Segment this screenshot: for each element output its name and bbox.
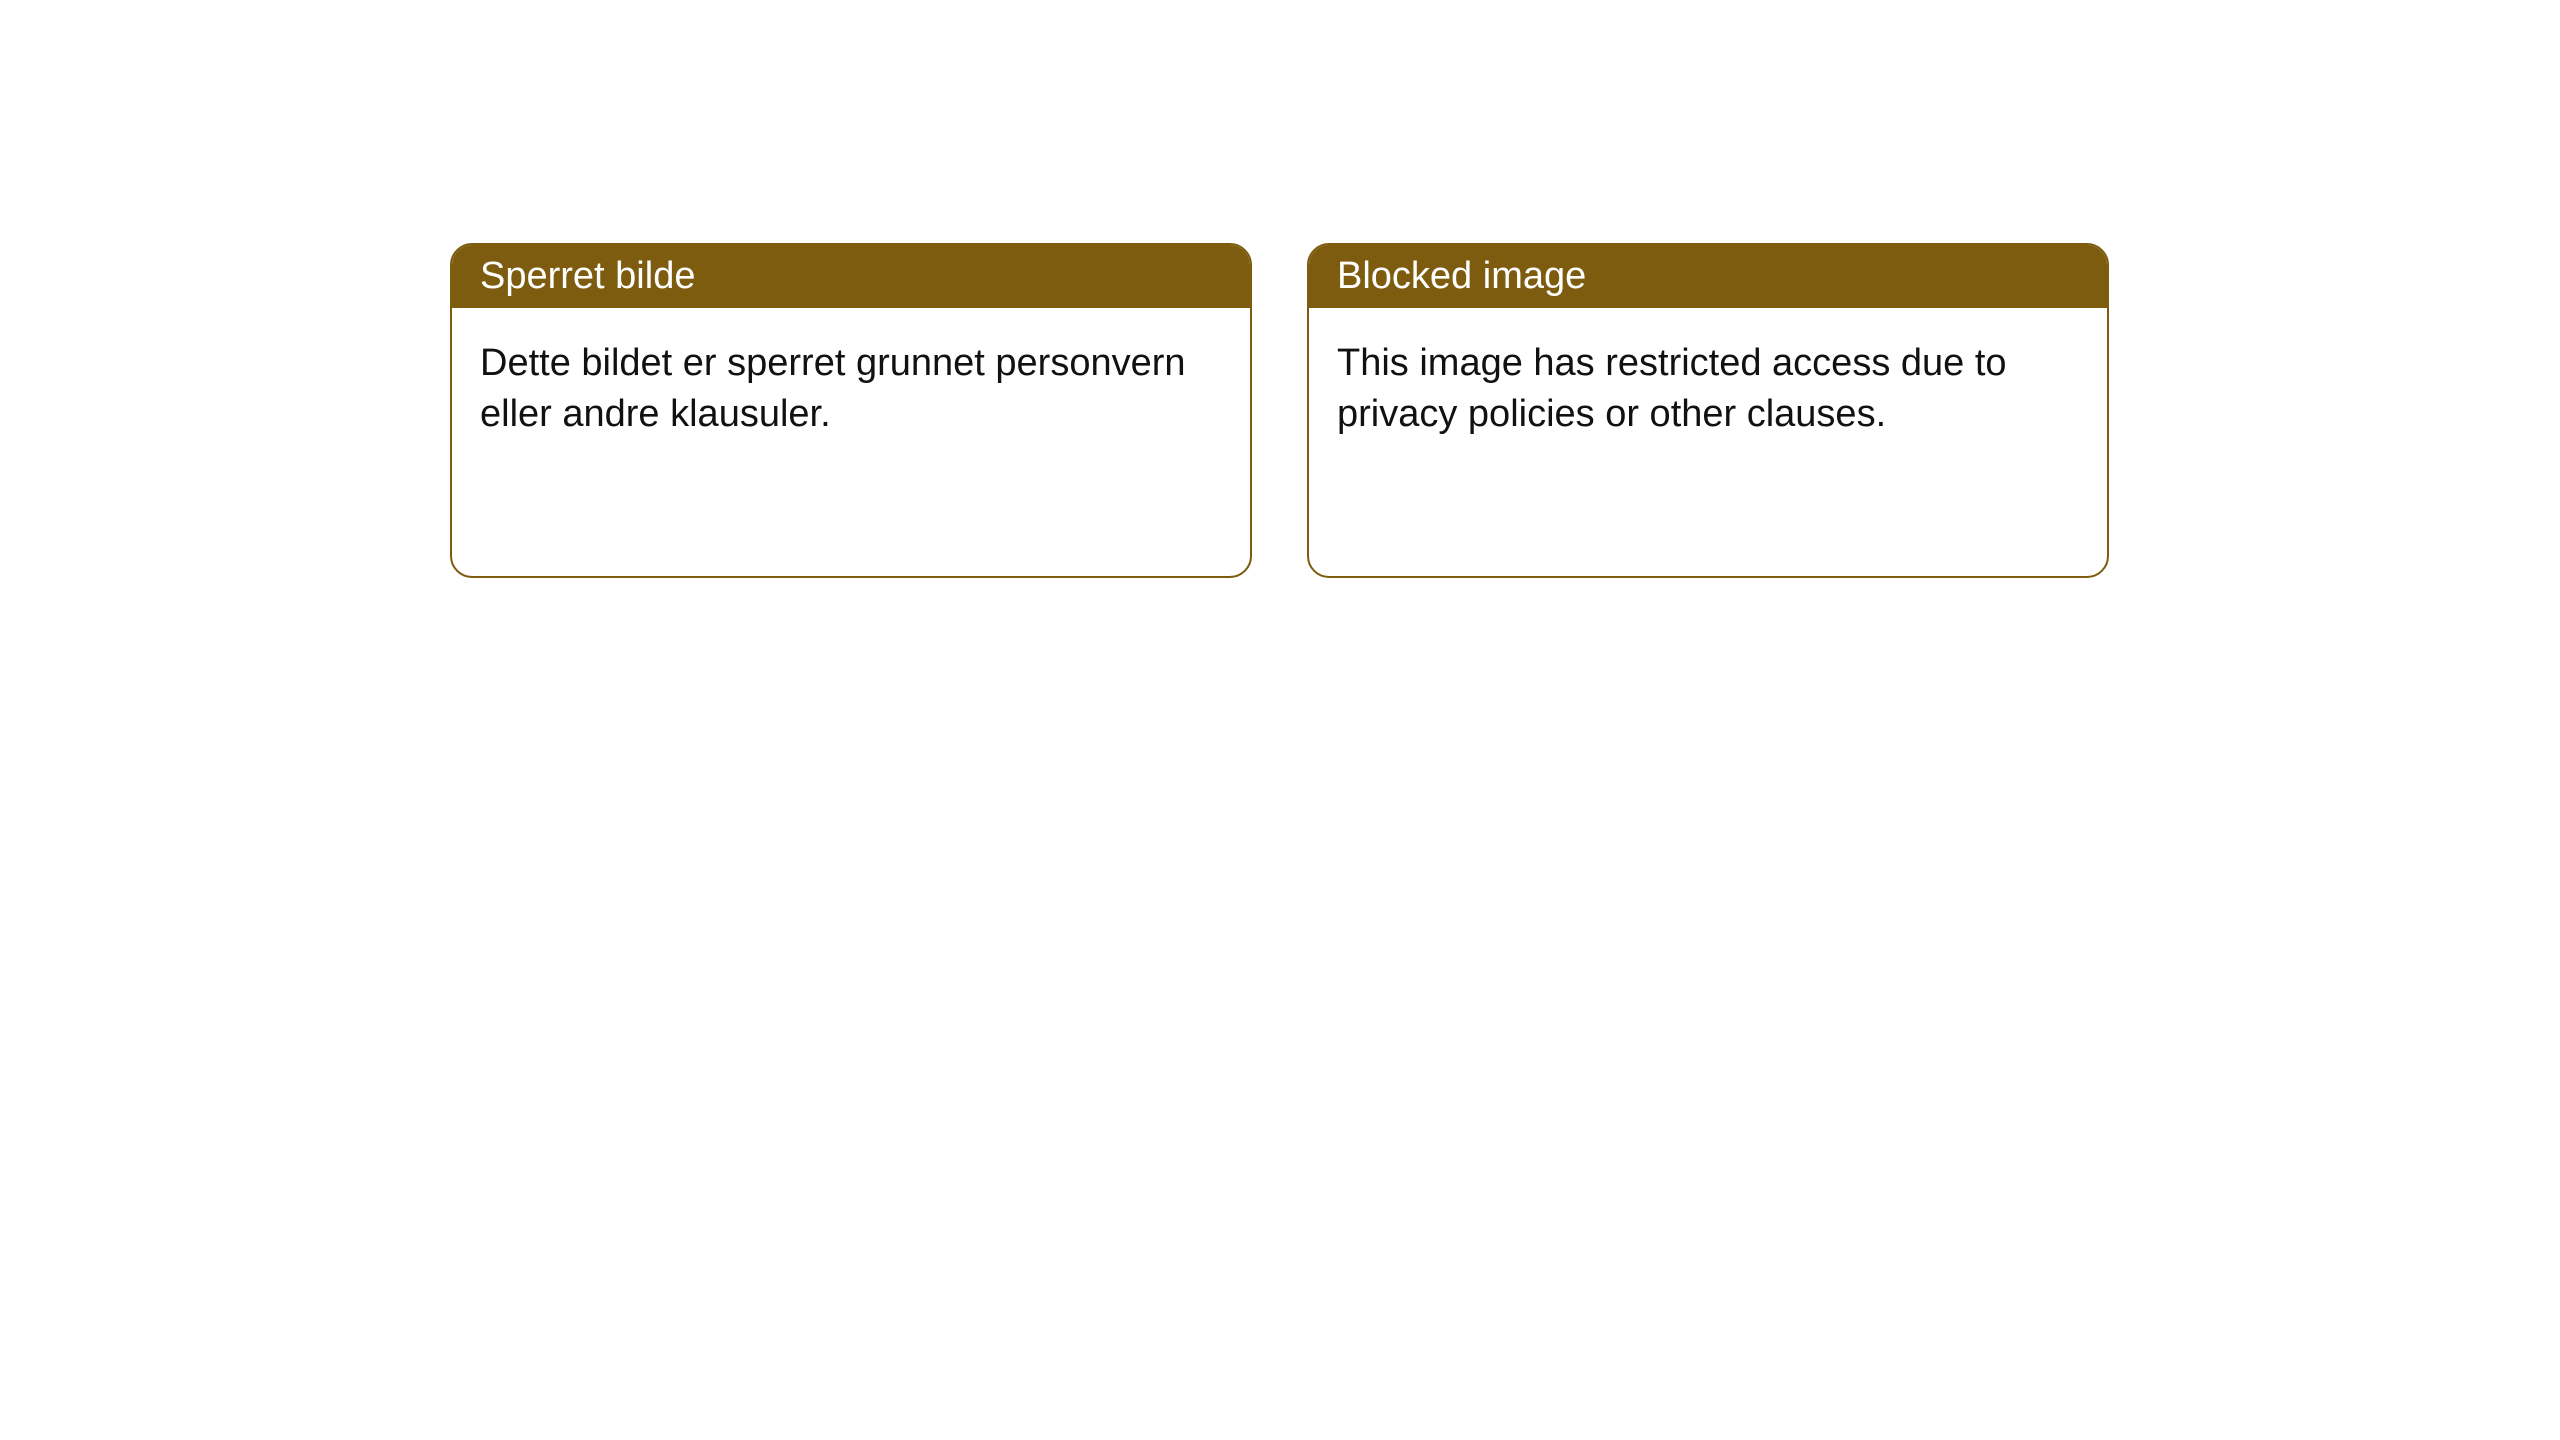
- card-message-no: Dette bildet er sperret grunnet personve…: [480, 342, 1186, 435]
- card-title-no: Sperret bilde: [480, 255, 695, 297]
- card-header-en: Blocked image: [1309, 245, 2107, 308]
- blocked-image-card-en: Blocked image This image has restricted …: [1307, 243, 2109, 578]
- card-title-en: Blocked image: [1337, 255, 1586, 297]
- card-container: Sperret bilde Dette bildet er sperret gr…: [0, 0, 2560, 578]
- blocked-image-card-no: Sperret bilde Dette bildet er sperret gr…: [450, 243, 1252, 578]
- card-header-no: Sperret bilde: [452, 245, 1250, 308]
- card-message-en: This image has restricted access due to …: [1337, 342, 2007, 435]
- card-body-en: This image has restricted access due to …: [1309, 308, 2107, 471]
- card-body-no: Dette bildet er sperret grunnet personve…: [452, 308, 1250, 471]
